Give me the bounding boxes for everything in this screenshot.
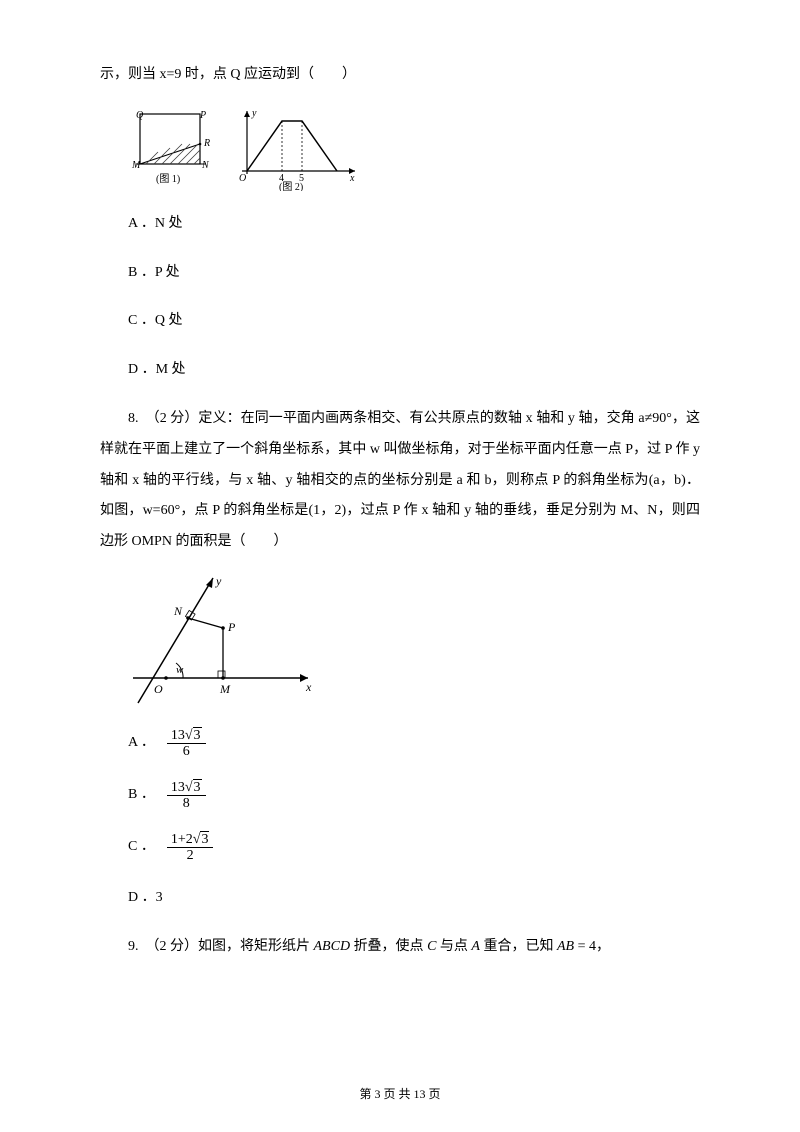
q7-tail: 示，则当 x=9 时，点 Q 应运动到（ ） xyxy=(100,60,700,91)
page-footer: 第 3 页 共 13 页 xyxy=(0,1085,800,1102)
svg-text:N: N xyxy=(201,160,210,171)
q9-stem: 9. （2 分）如图，将矩形纸片 ABCD 折叠，使点 C 与点 A 重合，已知… xyxy=(100,932,700,963)
svg-text:(图 1): (图 1) xyxy=(156,173,180,185)
svg-text:O: O xyxy=(154,682,163,696)
svg-text:y: y xyxy=(251,108,257,119)
svg-text:M: M xyxy=(131,160,141,171)
q7-option-a: A ．N 处 xyxy=(128,209,700,240)
q8-option-c: C ． 1+23 2 xyxy=(128,832,700,864)
q7-option-c: C ．Q 处 xyxy=(128,306,700,337)
q8-option-d: D ．3 xyxy=(128,883,700,914)
q7-option-b: B ．P 处 xyxy=(128,258,700,289)
q8-stem: 8. （2 分）定义：在同一平面内画两条相交、有公共原点的数轴 x 轴和 y 轴… xyxy=(100,404,700,558)
q7-option-d: D ．M 处 xyxy=(128,355,700,386)
svg-text:O: O xyxy=(239,173,246,184)
svg-text:M: M xyxy=(219,682,231,696)
q8-diagram: y x O M N P w xyxy=(128,573,318,708)
q7-diagrams: Q P R M N (图 1) O 4 5 x y (图 2) xyxy=(128,106,700,191)
svg-text:Q: Q xyxy=(136,110,144,121)
svg-text:P: P xyxy=(199,110,206,121)
svg-text:x: x xyxy=(349,173,355,184)
q7-diagram1: Q P R M N (图 1) xyxy=(128,106,223,191)
svg-text:R: R xyxy=(203,138,210,149)
q8-option-b: B ． 133 8 xyxy=(128,780,700,812)
svg-text:P: P xyxy=(227,620,236,634)
q8-diagram-wrap: y x O M N P w xyxy=(128,573,700,708)
svg-text:(图 2): (图 2) xyxy=(279,181,303,191)
svg-text:w: w xyxy=(176,664,184,676)
q7-diagram2: O 4 5 x y (图 2) xyxy=(227,106,362,191)
q8-option-a: A ． 133 6 xyxy=(128,728,700,760)
svg-text:x: x xyxy=(305,680,312,694)
svg-text:N: N xyxy=(173,604,183,618)
svg-text:y: y xyxy=(215,574,222,588)
